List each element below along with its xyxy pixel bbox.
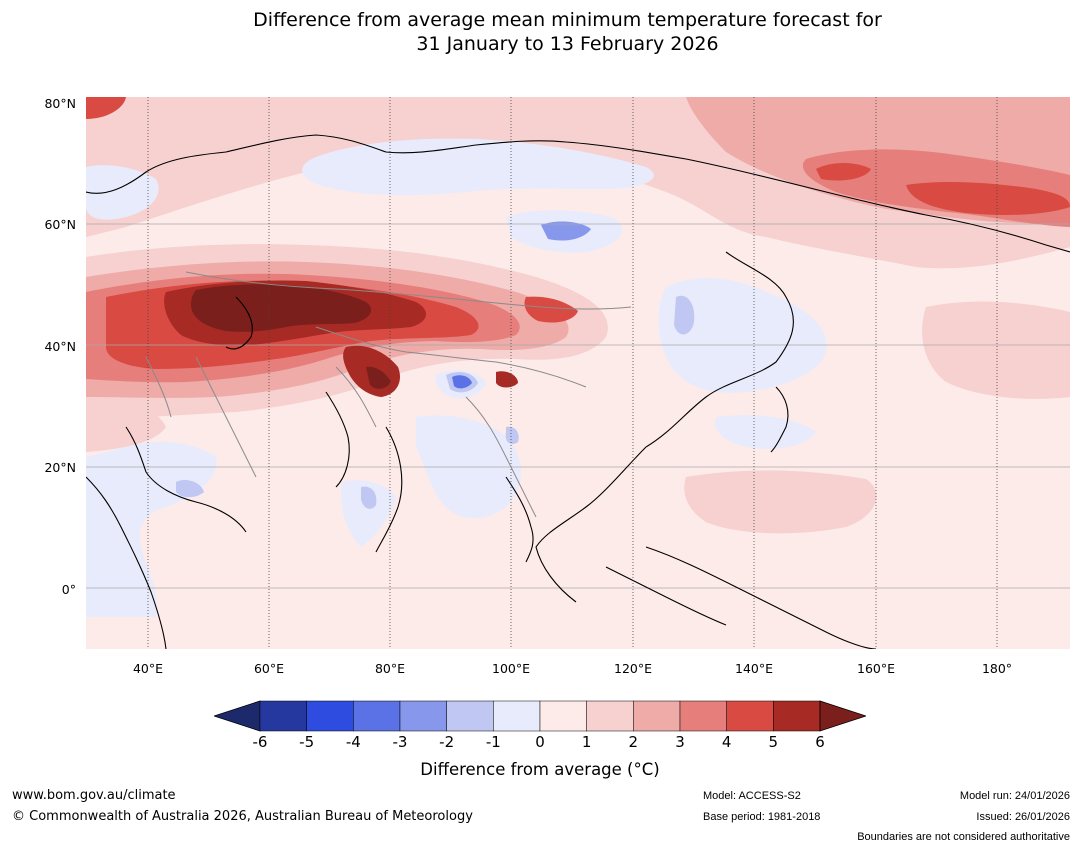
colorbar-swatch--5-to--4 — [306, 700, 354, 732]
lat-label-0: 0° — [61, 582, 76, 597]
colorbar-tick--5: -5 — [299, 733, 315, 751]
graticule-longitude — [147, 97, 998, 649]
anomaly-region-tibet-west-core — [366, 366, 391, 389]
colorbar-swatch--1-to-0 — [493, 700, 541, 732]
colorbar-tick--6: -6 — [252, 733, 268, 751]
anomaly-region-india-cool — [341, 480, 396, 547]
colorbar-title: Difference from average (°C) — [420, 760, 660, 779]
colorbar-swatch-3-to-4 — [679, 700, 727, 732]
map-canvas — [86, 97, 1070, 649]
colorbar-swatch--3-to--2 — [399, 700, 447, 732]
anomaly-region-middle-east-warm — [86, 397, 166, 452]
anomaly-region-mongolia-warm — [524, 296, 578, 323]
colorbar-swatches — [212, 700, 868, 732]
colorbar — [212, 700, 868, 732]
title-line-1: Difference from average mean minimum tem… — [253, 9, 882, 31]
colorbar-tick-5: 5 — [768, 733, 779, 751]
anomaly-region-arctic — [86, 97, 126, 119]
forecast-map — [86, 97, 1070, 649]
lat-label-20n: 20°N — [44, 460, 76, 475]
colorbar-tick-4: 4 — [721, 733, 732, 751]
colorbar-extension-low — [212, 700, 261, 732]
lon-label-60e: 60°E — [253, 661, 285, 676]
anomaly-region-tibet-east-warm — [496, 371, 518, 388]
lat-label-60n: 60°N — [44, 217, 76, 232]
anomaly-region-siberia-core — [906, 182, 1070, 215]
anomaly-region-indochina-core — [505, 426, 519, 444]
graticule-latitude — [86, 223, 1070, 589]
colorbar-swatch-5-to-6 — [773, 700, 821, 732]
anomaly-region-india-core — [361, 486, 377, 509]
footer-model-run: Model run: 24/01/2026 — [959, 790, 1070, 802]
anomaly-region-west-pacific-warm — [684, 470, 877, 534]
footer-disclaimer: Boundaries are not considered authoritat… — [857, 831, 1070, 843]
lon-label-100e: 100°E — [491, 661, 531, 676]
colorbar-swatch-1-to-2 — [586, 700, 634, 732]
map-title: Difference from average mean minimum tem… — [0, 8, 1081, 56]
footer-website: www.bom.gov.au/climate — [12, 788, 176, 803]
colorbar-tick-2: 2 — [628, 733, 639, 751]
lon-label-140e: 140°E — [734, 661, 774, 676]
colorbar-tick--1: -1 — [485, 733, 501, 751]
coastlines — [86, 134, 1070, 649]
footer-copyright: © Commonwealth of Australia 2026, Austra… — [12, 809, 473, 824]
country-boundaries — [145, 271, 632, 518]
colorbar-tick-0: 0 — [535, 733, 545, 751]
anomaly-region-korea-cool — [658, 277, 827, 393]
lon-label-120e: 120°E — [613, 661, 653, 676]
colorbar-tick-3: 3 — [675, 733, 685, 751]
anomaly-region-africa-core — [176, 480, 204, 498]
colorbar-swatch--6-to--5 — [259, 700, 307, 732]
lon-label-160e: 160°E — [856, 661, 896, 676]
colorbar-tick--4: -4 — [345, 733, 361, 751]
colorbar-swatch--4-to--3 — [353, 700, 401, 732]
colorbar-swatch-2-to-3 — [633, 700, 681, 732]
lat-label-40n: 40°N — [44, 339, 76, 354]
colorbar-swatch-4-to-5 — [726, 700, 774, 732]
footer-base-period: Base period: 1981-2018 — [703, 811, 821, 823]
colorbar-tick--3: -3 — [392, 733, 408, 751]
colorbar-extension-high — [819, 700, 868, 732]
colorbar-tick--2: -2 — [439, 733, 455, 751]
lat-label-80n: 80°N — [44, 96, 76, 111]
anomaly-region-baikal-core — [541, 221, 591, 241]
anomaly-region-siberia-west — [816, 163, 871, 181]
lon-label-80e: 80°E — [374, 661, 406, 676]
anomaly-region-tibet-cool-core — [452, 375, 472, 389]
footer-model: Model: ACCESS-S2 — [703, 790, 801, 802]
lon-label-40e: 40°E — [132, 661, 164, 676]
colorbar-tick-1: 1 — [581, 733, 592, 751]
lon-label-180: 180° — [981, 661, 1013, 676]
colorbar-swatch--2-to--1 — [446, 700, 494, 732]
anomaly-region-korea-core — [674, 295, 695, 335]
anomaly-region-north-pacific-warm — [922, 301, 1070, 399]
anomaly-region-central-asia-core — [191, 284, 372, 332]
footer-issued: Issued: 26/01/2026 — [976, 811, 1070, 823]
colorbar-swatch-0-to-1 — [539, 700, 587, 732]
anomaly-region-pacific-cool — [715, 415, 816, 449]
title-line-2: 31 January to 13 February 2026 — [416, 33, 719, 55]
anomaly-region-scandinavia-cool — [86, 165, 159, 220]
colorbar-tick-6: 6 — [815, 733, 825, 751]
